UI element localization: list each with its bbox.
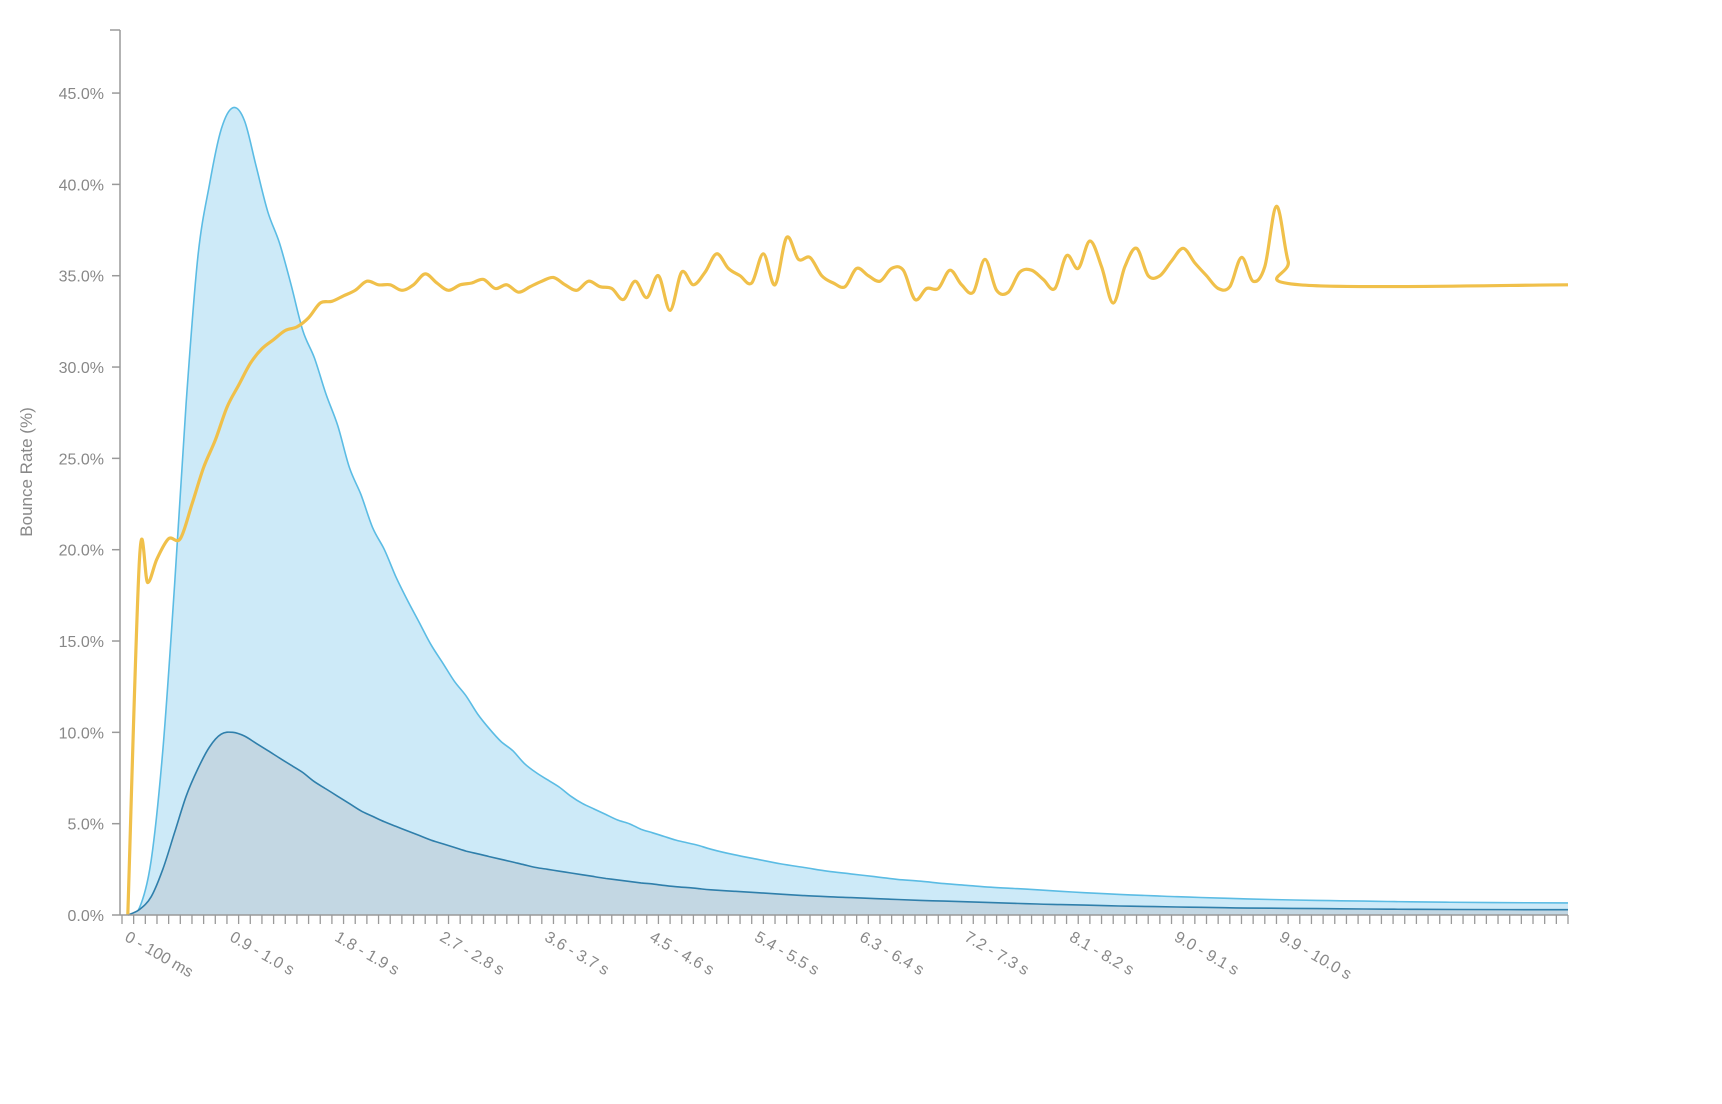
y-tick-label: 0.0% bbox=[68, 908, 104, 925]
series-1-outline bbox=[127, 731, 1568, 916]
series-layer bbox=[126, 106, 1568, 916]
y-tick-label: 15.0% bbox=[59, 634, 104, 651]
y-tick-label: 5.0% bbox=[68, 817, 104, 834]
y-tick-label: 30.0% bbox=[59, 360, 104, 377]
y-tick-label: 20.0% bbox=[59, 543, 104, 560]
x-tick-label: 5.4 - 5.5 s bbox=[752, 929, 822, 979]
x-tick-label: 2.7 - 2.8 s bbox=[437, 929, 507, 979]
y-tick-label: 40.0% bbox=[59, 177, 104, 194]
x-tick-label: 9.0 - 9.1 s bbox=[1171, 929, 1241, 979]
x-tick-label: 7.2 - 7.3 s bbox=[961, 929, 1031, 979]
series-0-outline bbox=[127, 106, 1568, 916]
x-tick-label: 6.3 - 6.4 s bbox=[857, 929, 927, 979]
x-tick-label: 1.8 - 1.9 s bbox=[332, 929, 402, 979]
y-tick-label: 10.0% bbox=[59, 725, 104, 742]
series-0-area bbox=[127, 107, 1568, 916]
series-1-area bbox=[127, 732, 1568, 915]
y-tick-label: 45.0% bbox=[59, 86, 104, 103]
x-tick-label: 3.6 - 3.7 s bbox=[542, 929, 612, 979]
y-tick-label: 25.0% bbox=[59, 451, 104, 468]
series-2-line bbox=[126, 204, 1568, 916]
x-tick-label: 8.1 - 8.2 s bbox=[1066, 929, 1136, 979]
x-tick-label: 9.9 - 10.0 s bbox=[1276, 929, 1354, 984]
y-axis-title: Bounce Rate (%) bbox=[17, 407, 36, 536]
x-tick-label: 0.9 - 1.0 s bbox=[227, 929, 297, 979]
x-tick-label: 4.5 - 4.6 s bbox=[647, 929, 717, 979]
y-tick-label: 35.0% bbox=[59, 269, 104, 286]
x-tick-label: 0 - 100 ms bbox=[122, 929, 196, 982]
